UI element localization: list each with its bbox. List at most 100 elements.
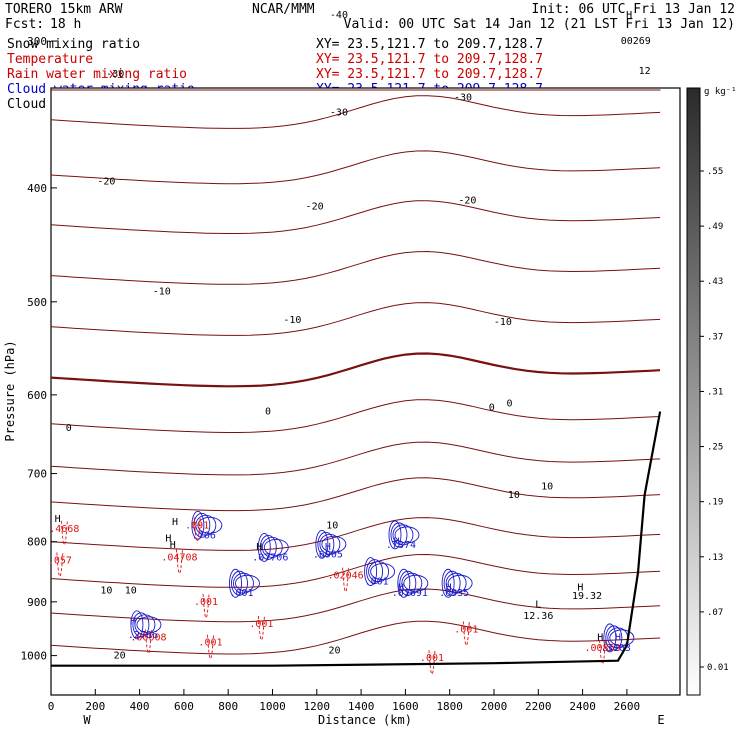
cloud-water-label: .706: [192, 530, 216, 541]
isotherm-label: -30: [106, 69, 124, 80]
rain-label: .001: [198, 638, 222, 649]
isotherm-label: -20: [306, 202, 324, 213]
rain-contour: [207, 634, 214, 659]
rain-contour: [60, 520, 68, 545]
isotherm: [50, 302, 661, 336]
cloud-water-label: .07706: [252, 552, 288, 563]
x-tick-label: 600: [174, 700, 194, 713]
x-tick-label: 1400: [348, 700, 375, 713]
cloud-water-contour: [443, 570, 461, 596]
field-xy: XY= 23.5,121.7 to 209.7,128.7: [316, 37, 543, 52]
rain-contour: [176, 549, 183, 574]
cloud-water-contour: [388, 520, 402, 550]
cloud-water-label: .6905: [313, 549, 343, 560]
colorbar-tick-label: .37: [707, 332, 723, 342]
cloud-water-contour: [603, 623, 617, 653]
colorbar-tick-label: 0.01: [707, 663, 729, 673]
cloud-water-label: .6935: [439, 588, 469, 599]
x-tick-label: 0: [48, 700, 55, 713]
y-axis-label: Pressure (hPa): [3, 340, 17, 441]
isotherm: [50, 517, 661, 551]
rain-label: .02046: [328, 571, 364, 582]
cloud-water-contour: [229, 568, 242, 598]
extremum-value: 00269: [621, 36, 651, 47]
isotherm: [50, 399, 661, 433]
cloud-water-contour: [609, 629, 635, 647]
rain-contour: [428, 650, 436, 675]
isotherm-label: -10: [494, 317, 512, 328]
x-tick-label: 400: [130, 700, 150, 713]
y-tick-label: 300: [27, 35, 47, 48]
cloud-water-contour: [259, 534, 277, 560]
isotherm-label: 0: [265, 407, 271, 418]
cloud-water-contour: [193, 512, 211, 538]
isotherm-label: -20: [458, 196, 476, 207]
isotherm: [50, 150, 661, 185]
cloud-water-contour: [394, 526, 420, 544]
isotherm-label: -20: [97, 176, 115, 187]
isotherm-label: 0: [66, 423, 72, 434]
x-tick-label: 1200: [304, 700, 331, 713]
y-tick-label: 400: [27, 182, 47, 195]
extremum-marker: H: [446, 582, 452, 593]
terrain-line: [51, 411, 662, 667]
plot-frame: [50, 87, 681, 696]
cloud-water-contour: [261, 536, 283, 558]
field-xy: XY= 23.5,121.7 to 209.7,128.7: [316, 52, 543, 67]
cloud-water-contour: [397, 568, 411, 598]
isotherm-label: 10: [125, 585, 137, 596]
cloud-water-contour: [263, 538, 289, 556]
cloud-water-contour: [317, 531, 335, 557]
cloud-water-contour: [136, 616, 162, 634]
cloud-water-contour: [364, 557, 378, 587]
rain-label: .001: [194, 597, 218, 608]
colorbar-tick-label: .49: [707, 222, 723, 232]
y-tick-label: 900: [27, 596, 47, 609]
isotherm-label: 10: [508, 490, 520, 501]
isotherm: [50, 620, 661, 655]
cloud-water-label: .001: [229, 588, 253, 599]
y-tick-label: 700: [27, 468, 47, 481]
extremum-marker: L: [535, 600, 541, 611]
cloud-water-contour: [257, 532, 271, 562]
colorbar-tick-label: .19: [707, 498, 723, 508]
cloud-water-contour: [368, 561, 390, 583]
isotherm-label: 10: [100, 585, 112, 596]
x-tick-label: 800: [218, 700, 238, 713]
rain-contour: [462, 621, 470, 646]
extremum-marker: H: [394, 537, 400, 548]
east-endpoint-label: E: [657, 713, 664, 727]
x-tick-label: 2000: [481, 700, 508, 713]
cloud-water-contour: [605, 625, 623, 651]
field-name: Rain water mixing ratio: [7, 67, 187, 82]
extremum-value: 19.32: [572, 591, 602, 602]
extremum-marker: H: [130, 616, 136, 627]
cloud-water-contour: [321, 535, 347, 553]
extremum-value: 12: [639, 66, 651, 77]
isotherm: [50, 588, 661, 623]
cloud-water-contour: [366, 559, 384, 585]
x-tick-label: 1000: [259, 700, 286, 713]
x-tick-label: 200: [85, 700, 105, 713]
isotherm-label: 20: [114, 651, 126, 662]
extremum-marker: H: [55, 514, 61, 525]
cloud-water-contour: [445, 572, 467, 594]
isotherm-label: 0: [489, 402, 495, 413]
rain-contour: [202, 593, 210, 618]
y-tick-label: 1000: [21, 650, 48, 663]
cloud-water-contour: [195, 514, 217, 536]
extremum-marker: H: [615, 632, 621, 643]
y-tick-label: 800: [27, 536, 47, 549]
cloud-water-contour: [390, 522, 408, 548]
cloud-water-contour: [319, 533, 341, 555]
cloud-water-contour: [403, 574, 429, 592]
init-time: Init: 06 UTC Fri 13 Jan 12: [532, 2, 736, 17]
rain-label: .04708: [161, 552, 197, 563]
cloud-water-contour: [370, 563, 396, 581]
colorbar-tick-label: .25: [707, 443, 723, 453]
x-tick-label: 2200: [525, 700, 552, 713]
y-tick-label: 500: [27, 296, 47, 309]
x-axis-label: Distance (km): [318, 713, 412, 727]
colorbar: [686, 87, 701, 696]
